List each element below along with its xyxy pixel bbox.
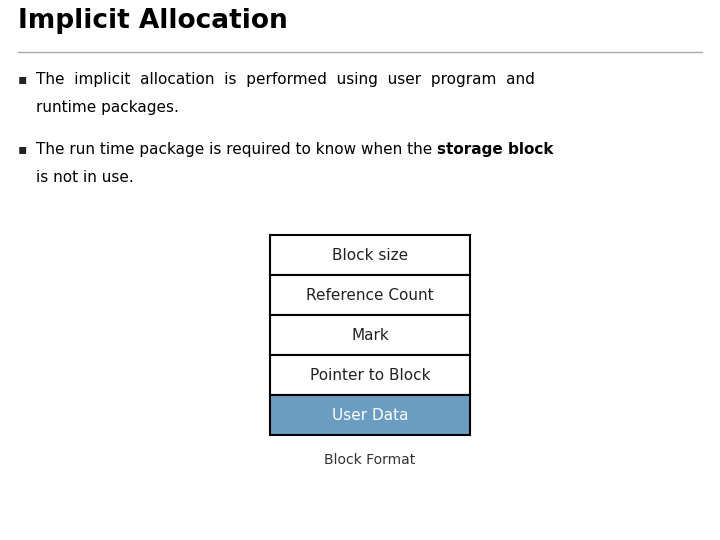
Text: ▪: ▪ [18,72,27,86]
Text: storage block: storage block [437,142,554,157]
Text: The  implicit  allocation  is  performed  using  user  program  and: The implicit allocation is performed usi… [36,72,535,87]
Text: Implicit Allocation: Implicit Allocation [18,8,288,34]
Bar [270,235,470,275]
Text: Reference Count: Reference Count [306,288,434,303]
Text: ▪: ▪ [18,142,27,156]
Text: Pointer to Block: Pointer to Block [310,368,431,383]
Bar [270,315,470,355]
Text: User Data: User Data [332,408,408,423]
Text: Block Format: Block Format [325,454,415,467]
Bar [270,395,470,435]
Text: is not in use.: is not in use. [36,170,134,185]
Text: The run time package is required to know when the: The run time package is required to know… [36,142,437,157]
Bar [270,275,470,315]
Text: Block size: Block size [332,248,408,262]
Text: Mark: Mark [351,328,389,343]
Text: Unit – 6 : Run Time Memory Management    39    Darshan Institute of Engineering : Unit – 6 : Run Time Memory Management 39… [41,509,679,522]
Text: runtime packages.: runtime packages. [36,100,179,115]
Bar [270,355,470,395]
